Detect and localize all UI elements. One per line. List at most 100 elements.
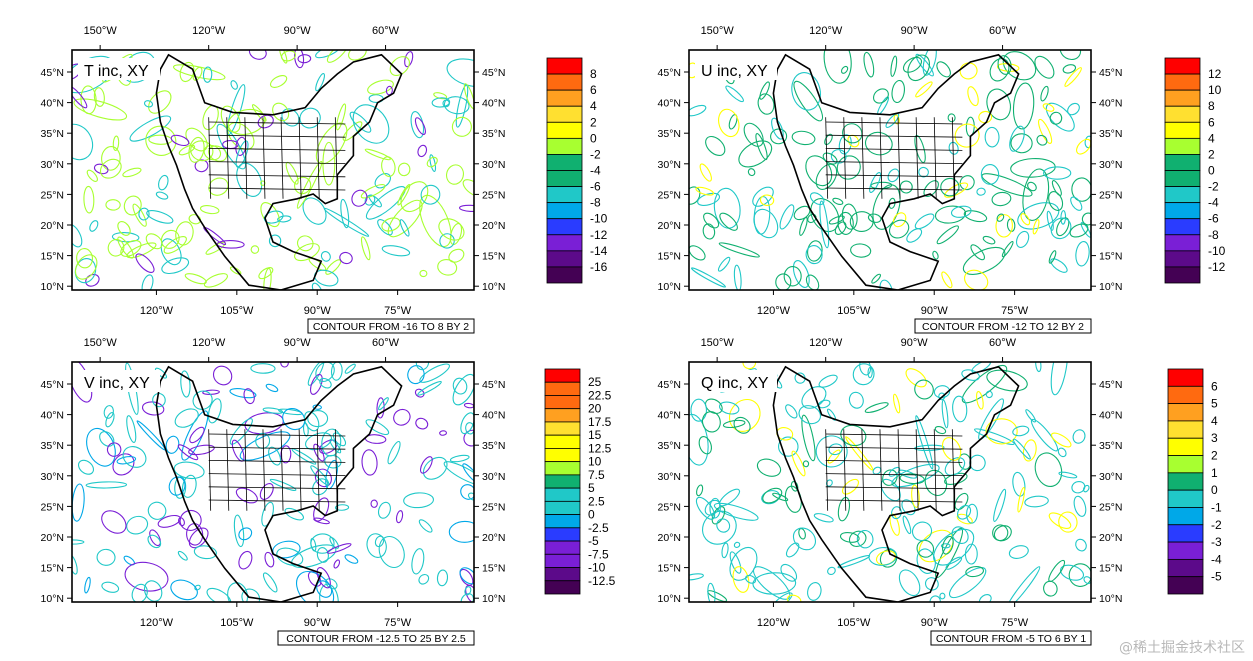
colorbar-box xyxy=(1164,73,1201,91)
colorbar-label: 6 xyxy=(1208,115,1215,129)
bottom-lon-tick-label: 75°W xyxy=(384,305,412,317)
colorbar-label: 0 xyxy=(590,131,597,145)
right-lat-tick-label: 10°N xyxy=(1099,593,1122,605)
left-lat-tick-label: 45°N xyxy=(658,379,681,391)
colorbar-box xyxy=(1167,541,1204,560)
right-lat-tick-label: 30°N xyxy=(1099,159,1122,171)
colorbar-label: -8 xyxy=(590,196,601,210)
bottom-lon-tick-label: 90°W xyxy=(921,617,949,629)
left-lat-tick-label: 15°N xyxy=(41,563,64,575)
contour-info-text: CONTOUR FROM -16 TO 8 BY 2 xyxy=(313,321,469,333)
colorbar-label: 4 xyxy=(1208,131,1215,145)
colorbar-box xyxy=(1164,137,1201,155)
colorbar-box xyxy=(544,408,581,423)
colorbar-box xyxy=(546,137,583,155)
right-lat-tick-label: 20°N xyxy=(482,220,505,232)
colorbar-label: -4 xyxy=(1208,196,1219,210)
left-lat-tick-label: 35°N xyxy=(41,440,64,452)
left-lat-tick-label: 15°N xyxy=(41,251,64,263)
colorbar-box xyxy=(1167,437,1204,456)
left-lat-tick-label: 15°N xyxy=(658,251,681,263)
colorbar-label: 7.5 xyxy=(588,468,605,482)
map-frame xyxy=(71,49,475,291)
bottom-lon-tick-label: 120°W xyxy=(757,305,791,317)
colorbar-box xyxy=(544,434,581,449)
map-panel-1: 150°W 120°W 90°W 60°W 120°W 105°W 90°W 75°W 45°N… xyxy=(41,25,608,334)
right-lat-tick-label: 35°N xyxy=(1099,440,1122,452)
colorbar-box xyxy=(546,234,583,252)
contour-field xyxy=(689,50,1091,290)
colorbar-box xyxy=(1167,368,1204,387)
colorbar-box xyxy=(1167,507,1204,526)
colorbar-box xyxy=(546,57,583,75)
colorbar-box xyxy=(1167,489,1204,508)
colorbar-label: 6 xyxy=(590,83,597,97)
colorbar-box xyxy=(546,105,583,123)
right-lat-tick-label: 10°N xyxy=(1099,281,1122,293)
contour-info-box xyxy=(930,630,1092,646)
colorbar-box xyxy=(544,567,581,582)
bottom-lon-tick-label: 120°W xyxy=(140,305,174,317)
bottom-lon-tick-label: 90°W xyxy=(304,305,332,317)
colorbar-label: 2 xyxy=(590,115,597,129)
colorbar-label: 4 xyxy=(590,99,597,113)
top-lon-tick-label: 60°W xyxy=(989,25,1017,37)
map-panel-4: 150°W 120°W 90°W 60°W 120°W 105°W 90°W 75°W 45°N… xyxy=(658,337,1222,646)
contour-info-box xyxy=(277,630,475,646)
colorbar-label: -10 xyxy=(588,561,606,575)
map-frame xyxy=(71,361,475,603)
colorbar-label: -2.5 xyxy=(588,521,609,535)
colorbar-label: 0 xyxy=(588,508,595,522)
colorbar-box xyxy=(544,500,581,515)
panel-title: U inc, XY xyxy=(701,63,768,80)
left-lat-tick-label: 30°N xyxy=(658,471,681,483)
colorbar-label: 15 xyxy=(588,428,602,442)
left-lat-tick-label: 25°N xyxy=(41,189,64,201)
colorbar-label: 0 xyxy=(1208,164,1215,178)
colorbar-label: 12.5 xyxy=(588,441,612,455)
left-lat-tick-label: 35°N xyxy=(658,128,681,140)
colorbar-label: -12.5 xyxy=(588,574,616,588)
contour-info-box xyxy=(914,318,1092,334)
contour-field xyxy=(72,362,474,602)
left-lat-tick-label: 20°N xyxy=(41,220,64,232)
watermark: @稀土掘金技术社区 xyxy=(1119,640,1245,656)
colorbar-label: 2 xyxy=(1211,449,1218,463)
right-lat-tick-label: 40°N xyxy=(482,98,505,110)
right-lat-tick-label: 35°N xyxy=(482,440,505,452)
colorbar-label: -4 xyxy=(1211,552,1222,566)
colorbar-box xyxy=(546,121,583,139)
colorbar-box xyxy=(1167,455,1204,474)
colorbar-label: 5 xyxy=(588,481,595,495)
colorbar-label: -14 xyxy=(590,244,608,258)
left-lat-tick-label: 10°N xyxy=(658,281,681,293)
colorbar-box xyxy=(1164,218,1201,236)
colorbar-label: 10 xyxy=(588,455,602,469)
top-lon-tick-label: 90°W xyxy=(284,337,312,349)
right-lat-tick-label: 40°N xyxy=(1099,410,1122,422)
colorbar-label: 0 xyxy=(1211,483,1218,497)
left-lat-tick-label: 25°N xyxy=(658,189,681,201)
left-lat-tick-label: 25°N xyxy=(41,501,64,513)
left-lat-tick-label: 35°N xyxy=(41,128,64,140)
colorbar-label: -2 xyxy=(1211,518,1222,532)
top-lon-tick-label: 60°W xyxy=(989,337,1017,349)
colorbar-box xyxy=(546,154,583,171)
right-lat-tick-label: 15°N xyxy=(482,251,505,263)
coastline xyxy=(772,53,1020,290)
colorbar-box xyxy=(1164,266,1201,284)
right-lat-tick-label: 40°N xyxy=(1099,98,1122,110)
right-lat-tick-label: 25°N xyxy=(482,189,505,201)
left-lat-tick-label: 20°N xyxy=(41,532,64,544)
top-lon-tick-label: 90°W xyxy=(901,337,929,349)
colorbar-label: -10 xyxy=(590,212,608,226)
colorbar-label: -3 xyxy=(1211,535,1222,549)
right-lat-tick-label: 45°N xyxy=(1099,379,1122,391)
colorbar-box xyxy=(544,487,581,502)
contour-info-box xyxy=(307,318,475,334)
colorbar-box xyxy=(1164,57,1201,75)
colorbar-box xyxy=(1167,403,1204,422)
top-lon-tick-label: 90°W xyxy=(901,25,929,37)
colorbar-label: 8 xyxy=(590,67,597,81)
top-lon-tick-label: 150°W xyxy=(701,337,735,349)
